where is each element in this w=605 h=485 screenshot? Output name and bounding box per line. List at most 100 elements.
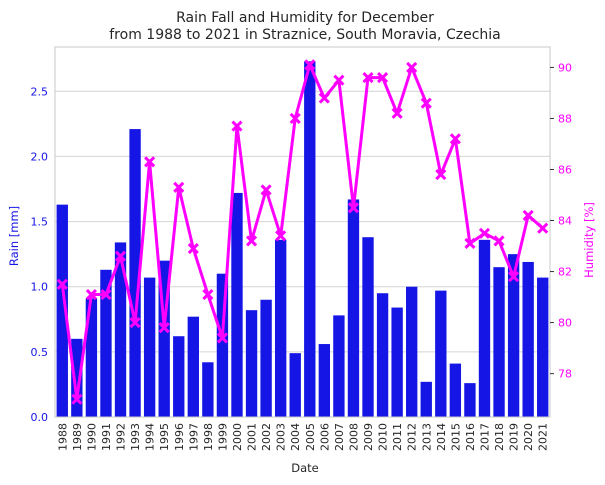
rain-bar-1990: [85, 298, 98, 417]
rain-bar-1991: [100, 269, 112, 417]
x-tick-label-2002: 2002: [260, 423, 273, 451]
x-tick-label-2011: 2011: [391, 423, 404, 451]
left-tick-label: 0.0: [31, 411, 49, 424]
right-tick-label: 80: [558, 317, 572, 330]
x-tick-label-1994: 1994: [144, 423, 157, 451]
x-tick-label-1991: 1991: [100, 423, 113, 451]
rain-bar-2015: [449, 363, 462, 417]
x-tick-label-1996: 1996: [173, 423, 186, 451]
plot-frame: [54, 46, 551, 418]
humidity-marker-2017: [478, 227, 491, 239]
rain-bar-1995: [158, 260, 170, 417]
left-tick-label: 2.5: [31, 85, 49, 98]
right-axis: 78 80 82 84 86 88 90: [550, 61, 572, 381]
x-tick-label-2003: 2003: [275, 423, 288, 451]
rain-bar-2008: [347, 199, 360, 417]
humidity-marker-2003: [275, 230, 287, 242]
left-tick-label: 0.5: [31, 346, 49, 359]
humidity-marker-1991: [100, 288, 112, 301]
x-tick-label-2006: 2006: [318, 423, 331, 451]
x-tick-label-2001: 2001: [246, 423, 259, 451]
rain-bar-1994: [143, 277, 156, 417]
humidity-marker-2008: [347, 202, 360, 214]
rain-bar-2002: [260, 299, 272, 417]
x-tick-label-2016: 2016: [464, 423, 477, 451]
rain-bar-1997: [187, 316, 199, 417]
humidity-marker-1997: [187, 243, 199, 255]
humidity-marker-2016: [464, 237, 476, 250]
x-tick-label-1998: 1998: [202, 423, 215, 451]
humidity-marker-2001: [245, 235, 258, 247]
rain-bar-2020: [522, 261, 534, 417]
rain-bar-2001: [245, 310, 258, 417]
humidity-marker-2004: [289, 112, 301, 125]
humidity-marker-1996: [173, 181, 185, 193]
humidity-line-layer: [56, 59, 549, 405]
rain-bar-1992: [114, 242, 127, 417]
humidity-marker-2000: [231, 120, 243, 132]
x-axis: 1988 1989 1990 1991 1992 1993 1994 1995 1996 1997…: [56, 423, 549, 451]
rain-bar-2000: [231, 192, 243, 417]
x-tick-label-1993: 1993: [129, 423, 142, 451]
rain-bar-2004: [289, 353, 301, 417]
left-axis: 0.0 0.5 1.0 1.5 2.0 2.5: [31, 85, 49, 424]
humidity-marker-2007: [333, 74, 345, 86]
rain-bar-1996: [173, 336, 185, 417]
left-tick-label: 1.5: [31, 216, 49, 229]
rain-bar-1989: [71, 338, 83, 417]
x-tick-label-2010: 2010: [377, 423, 390, 451]
x-tick-label-1989: 1989: [71, 423, 84, 451]
x-tick-label-2000: 2000: [231, 423, 244, 451]
humidity-marker-2010: [377, 72, 389, 84]
x-tick-label-2018: 2018: [493, 423, 506, 451]
rain-bar-1998: [202, 362, 214, 417]
rain-bar-2017: [478, 239, 491, 417]
humidity-marker-2015: [449, 133, 461, 145]
x-tick-label-2004: 2004: [289, 423, 302, 451]
x-tick-label-2015: 2015: [449, 423, 462, 451]
chart-title-line-2: from 1988 to 2021 in Straznice, South Mo…: [109, 27, 501, 43]
humidity-line: [60, 63, 544, 401]
y-axis-label-left: Rain [mm]: [7, 206, 21, 266]
rain-bar-2021: [537, 277, 549, 417]
x-tick-label-1990: 1990: [85, 423, 98, 451]
plot-border: [54, 46, 551, 418]
rain-bar-2009: [362, 237, 374, 417]
humidity-marker-2011: [391, 107, 403, 119]
rain-bar-1993: [129, 129, 141, 418]
humidity-marker-1998: [202, 288, 214, 301]
x-tick-label-2007: 2007: [333, 423, 346, 451]
x-tick-label-2021: 2021: [537, 423, 550, 451]
humidity-marker-1993: [129, 317, 141, 329]
rain-bar-2019: [507, 254, 520, 417]
rain-bar-2014: [435, 290, 447, 417]
humidity-marker-2020: [522, 209, 534, 221]
humidity-marker-1995: [158, 322, 170, 334]
humidity-marker-2002: [260, 184, 272, 196]
right-tick-label: 90: [558, 61, 572, 74]
humidity-marker-2014: [435, 169, 447, 181]
rain-bar-2010: [376, 293, 389, 417]
rain-bar-2011: [391, 307, 403, 417]
humidity-marker-1999: [216, 332, 228, 344]
humidity-marker-2005: [304, 59, 316, 71]
right-tick-label: 88: [558, 112, 572, 125]
x-tick-label-2008: 2008: [348, 423, 361, 451]
x-tick-label-2005: 2005: [304, 423, 317, 451]
x-tick-label-1999: 1999: [216, 423, 229, 451]
humidity-marker-1988: [56, 278, 68, 290]
humidity-marker-1990: [85, 288, 97, 301]
x-tick-label-2014: 2014: [435, 423, 448, 451]
rain-bar-2007: [333, 315, 345, 417]
right-tick-label: 78: [558, 368, 572, 381]
x-tick-label-1997: 1997: [187, 423, 200, 451]
chart-title-line-1: Rain Fall and Humidity for December: [176, 10, 434, 26]
humidity-marker-2018: [493, 235, 505, 247]
left-tick-label: 1.0: [31, 281, 49, 294]
left-tick-label: 2.0: [31, 150, 49, 163]
rain-bar-2006: [318, 344, 331, 417]
x-tick-label-1988: 1988: [56, 423, 69, 451]
humidity-marker-1992: [114, 250, 127, 262]
